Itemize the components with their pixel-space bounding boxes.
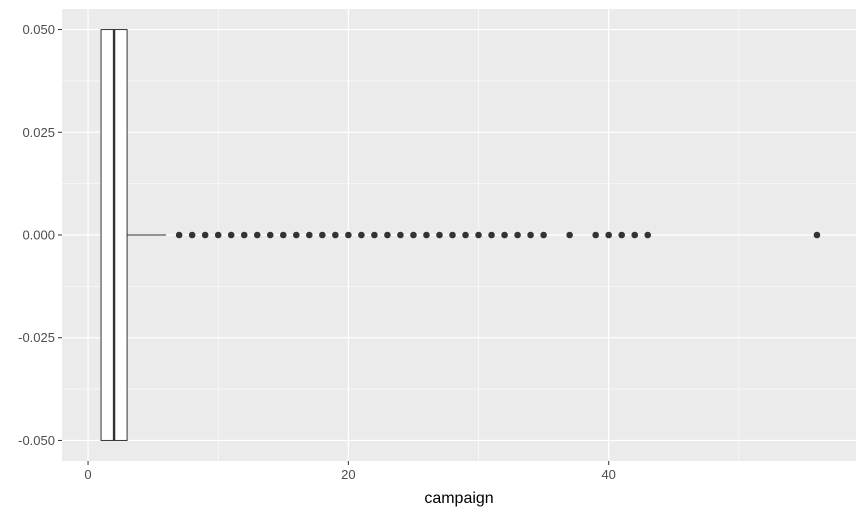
outlier-point xyxy=(410,231,417,239)
outlier-point xyxy=(306,231,313,239)
x-tick-label: 40 xyxy=(601,467,615,482)
outlier-point xyxy=(605,231,612,239)
outlier-point xyxy=(813,231,821,239)
box-layer xyxy=(100,29,167,441)
outlier-points xyxy=(175,231,821,239)
axis-tick-labels: 0 20 40 -0.050 -0.025 0.000 0.025 0.050 xyxy=(18,22,616,482)
outlier-point xyxy=(631,231,639,239)
x-tick-label: 0 xyxy=(84,467,91,482)
outlier-point xyxy=(397,231,404,239)
y-tick-label: -0.050 xyxy=(18,433,55,448)
outlier-point xyxy=(540,231,547,239)
outlier-point xyxy=(644,231,652,239)
outlier-point xyxy=(371,231,378,239)
y-tick-label: 0.000 xyxy=(22,228,55,243)
outlier-point xyxy=(188,231,196,239)
x-tick-label: 20 xyxy=(341,467,355,482)
outlier-point xyxy=(423,231,430,239)
outlier-point xyxy=(462,231,469,239)
outlier-point xyxy=(227,231,235,239)
outlier-point xyxy=(618,231,626,239)
outlier-point xyxy=(566,231,573,239)
outlier-point xyxy=(475,231,482,239)
y-tick-label: 0.025 xyxy=(22,125,55,140)
outlier-point xyxy=(358,231,365,239)
outlier-point xyxy=(292,231,300,239)
outlier-point xyxy=(201,231,209,239)
outlier-point xyxy=(240,231,248,239)
y-tick-label: -0.025 xyxy=(18,330,55,345)
x-axis-title: campaign xyxy=(424,490,493,507)
outlier-point xyxy=(384,231,391,239)
outlier-point xyxy=(332,231,339,239)
outlier-point xyxy=(175,231,183,239)
outlier-point xyxy=(592,231,599,239)
outlier-point xyxy=(488,231,495,239)
outlier-point xyxy=(514,231,521,239)
outlier-point xyxy=(279,231,287,239)
outlier-point xyxy=(527,231,534,239)
outlier-point xyxy=(501,231,508,239)
outlier-point xyxy=(449,231,456,239)
outlier-point xyxy=(214,231,222,239)
axis-ticks xyxy=(58,29,610,465)
outlier-point xyxy=(319,231,326,239)
outlier-point xyxy=(266,231,274,239)
outlier-point xyxy=(436,231,443,239)
y-tick-label: 0.050 xyxy=(22,22,55,37)
outlier-point xyxy=(345,231,352,239)
outlier-point xyxy=(253,231,261,239)
